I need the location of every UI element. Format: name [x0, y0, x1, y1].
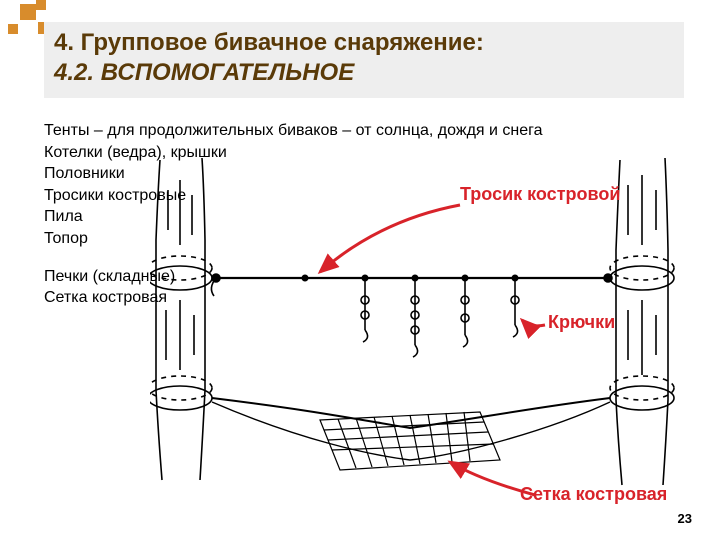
label-hooks: Крючки	[548, 312, 615, 333]
label-cable: Тросик костровой	[460, 184, 620, 205]
heading-line-2: 4.2. ВСПОМОГАТЕЛЬНОЕ	[54, 58, 674, 88]
slide-heading: 4. Групповое бивачное снаряжение: 4.2. В…	[44, 22, 684, 98]
campfire-rig-diagram: Тросик костровой Крючки Сетка костровая	[150, 150, 705, 510]
label-grid: Сетка костровая	[520, 484, 667, 505]
heading-line-1: 4. Групповое бивачное снаряжение:	[54, 28, 674, 58]
list-item: Тенты – для продолжительных биваков – от…	[44, 120, 543, 142]
page-number: 23	[678, 511, 692, 526]
